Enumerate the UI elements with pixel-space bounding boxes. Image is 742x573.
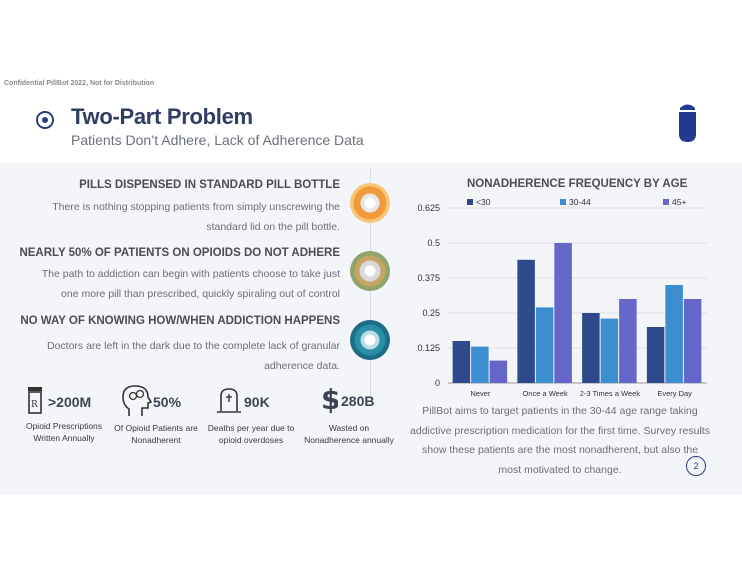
- stat-deaths-label: Deaths per year due to opioid overdoses: [207, 423, 295, 445]
- head-pills-icon: [122, 385, 152, 416]
- legend-label: 30-44: [569, 197, 591, 207]
- chart-caption: PillBot aims to target patients in the 3…: [410, 405, 710, 476]
- stat-prescriptions-value: >200M: [48, 394, 92, 410]
- bar: [471, 346, 489, 383]
- bar: [554, 243, 572, 383]
- x-tick-label: 2-3 Times a Week: [580, 389, 641, 398]
- svg-text:R: R: [31, 400, 38, 410]
- stat-prescriptions-label: Opioid Prescriptions Written Annually: [25, 421, 103, 443]
- section-heading-pill-bottle: PILLS DISPENSED IN STANDARD PILL BOTTLE: [79, 179, 340, 191]
- x-tick-label: Never: [470, 389, 491, 398]
- legend-swatch: [467, 199, 473, 205]
- bar: [582, 313, 600, 383]
- section-body-addiction: Doctors are left in the dark due to the …: [47, 340, 340, 372]
- bar: [535, 307, 554, 383]
- chart-title: NONADHERENCE FREQUENCY BY AGE: [467, 178, 688, 190]
- nonadherence-chart: 0 0.125 0.25 0.375 0.5 0.625 <30 30-44 45+ Never O…: [417, 197, 707, 398]
- stat-wasted-label: Wasted on Nonadherence annually: [304, 423, 394, 445]
- y-tick-label: 0.125: [417, 343, 440, 353]
- section-body-pill-bottle: There is nothing stopping patients from …: [52, 201, 340, 233]
- y-tick-label: 0.625: [417, 203, 440, 213]
- target-icon: [36, 111, 54, 129]
- bar: [489, 360, 508, 383]
- section-heading-opioid-adherence: NEARLY 50% OF PATIENTS ON OPIOIDS DO NOT…: [19, 247, 340, 259]
- y-tick-label: 0.25: [422, 308, 440, 318]
- legend-swatch: [560, 199, 566, 205]
- gravestone-icon: [217, 388, 241, 413]
- page-number: 2: [686, 456, 706, 476]
- stat-wasted-value: 280B: [341, 393, 375, 409]
- bar: [452, 341, 471, 383]
- svg-text:$: $: [321, 384, 338, 414]
- y-tick-label: 0.5: [427, 238, 440, 248]
- page-subtitle: Patients Don’t Adhere, Lack of Adherence…: [71, 132, 364, 148]
- legend-swatch: [663, 199, 669, 205]
- pillbot-logo: [679, 104, 696, 142]
- section-body-opioid-adherence: The path to addiction can begin with pat…: [41, 268, 340, 300]
- page-title: Two-Part Problem: [71, 104, 253, 129]
- stat-nonadherent-label: Of Opioid Patients are Nonadherent: [114, 423, 198, 445]
- y-tick-label: 0: [435, 378, 440, 388]
- x-tick-label: Once a Week: [522, 389, 568, 398]
- confidential-notice: Confidential PillBot 2022, Not for Distr…: [4, 80, 155, 87]
- bar: [600, 318, 619, 383]
- x-tick-label: Every Day: [657, 389, 692, 398]
- prescription-icon: R: [28, 387, 42, 414]
- legend-label: <30: [476, 197, 491, 207]
- stat-deaths-value: 90K: [244, 394, 270, 410]
- bar: [665, 285, 683, 383]
- addiction-image: [350, 320, 390, 360]
- pill-bottle-image: [350, 183, 390, 223]
- bar: [646, 327, 665, 383]
- section-heading-addiction: NO WAY OF KNOWING HOW/WHEN ADDICTION HAP…: [20, 315, 340, 327]
- stat-nonadherent-value: 50%: [153, 394, 182, 410]
- bar: [619, 299, 637, 383]
- y-tick-label: 0.375: [417, 273, 440, 283]
- bar: [683, 299, 702, 383]
- pills-image: [350, 251, 390, 291]
- bar: [517, 259, 535, 383]
- legend-label: 45+: [672, 197, 686, 207]
- dollar-icon: $: [321, 384, 338, 414]
